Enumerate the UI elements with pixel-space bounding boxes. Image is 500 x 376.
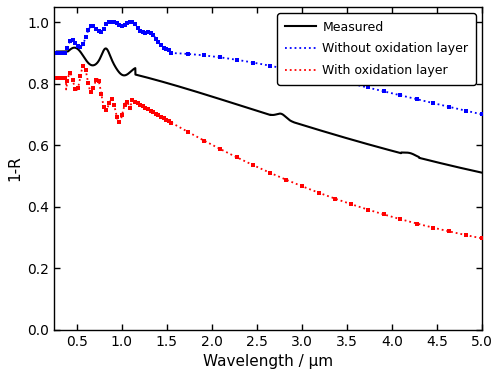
Without oxidation layer <box>471 110 477 115</box>
With oxidation layer <box>128 109 134 114</box>
With oxidation layer <box>102 108 108 113</box>
Measured <box>479 170 485 175</box>
Without oxidation layer <box>236 58 242 62</box>
Without oxidation layer <box>425 100 431 104</box>
Legend: Measured, Without oxidation layer, With oxidation layer: Measured, Without oxidation layer, With … <box>278 13 476 85</box>
Y-axis label: 1-R: 1-R <box>7 155 22 181</box>
Measured <box>102 46 108 51</box>
X-axis label: Wavelength / μm: Wavelength / μm <box>203 354 334 369</box>
With oxidation layer <box>54 75 60 80</box>
Measured <box>217 97 223 102</box>
Line: Measured: Measured <box>57 48 482 173</box>
Line: Without oxidation layer: Without oxidation layer <box>57 22 482 114</box>
Without oxidation layer <box>479 112 485 117</box>
Without oxidation layer <box>105 20 111 24</box>
Without oxidation layer <box>54 51 60 55</box>
Without oxidation layer <box>128 20 134 24</box>
With oxidation layer <box>80 64 86 68</box>
Measured <box>128 69 134 74</box>
With oxidation layer <box>217 147 223 151</box>
Measured <box>54 49 60 54</box>
Measured <box>236 103 242 107</box>
Measured <box>471 168 477 173</box>
Without oxidation layer <box>102 24 108 28</box>
With oxidation layer <box>471 235 477 239</box>
With oxidation layer <box>425 224 431 229</box>
Line: With oxidation layer: With oxidation layer <box>57 66 482 238</box>
With oxidation layer <box>236 156 242 161</box>
Without oxidation layer <box>217 55 223 60</box>
Measured <box>425 158 431 162</box>
Measured <box>72 45 78 50</box>
With oxidation layer <box>479 236 485 241</box>
